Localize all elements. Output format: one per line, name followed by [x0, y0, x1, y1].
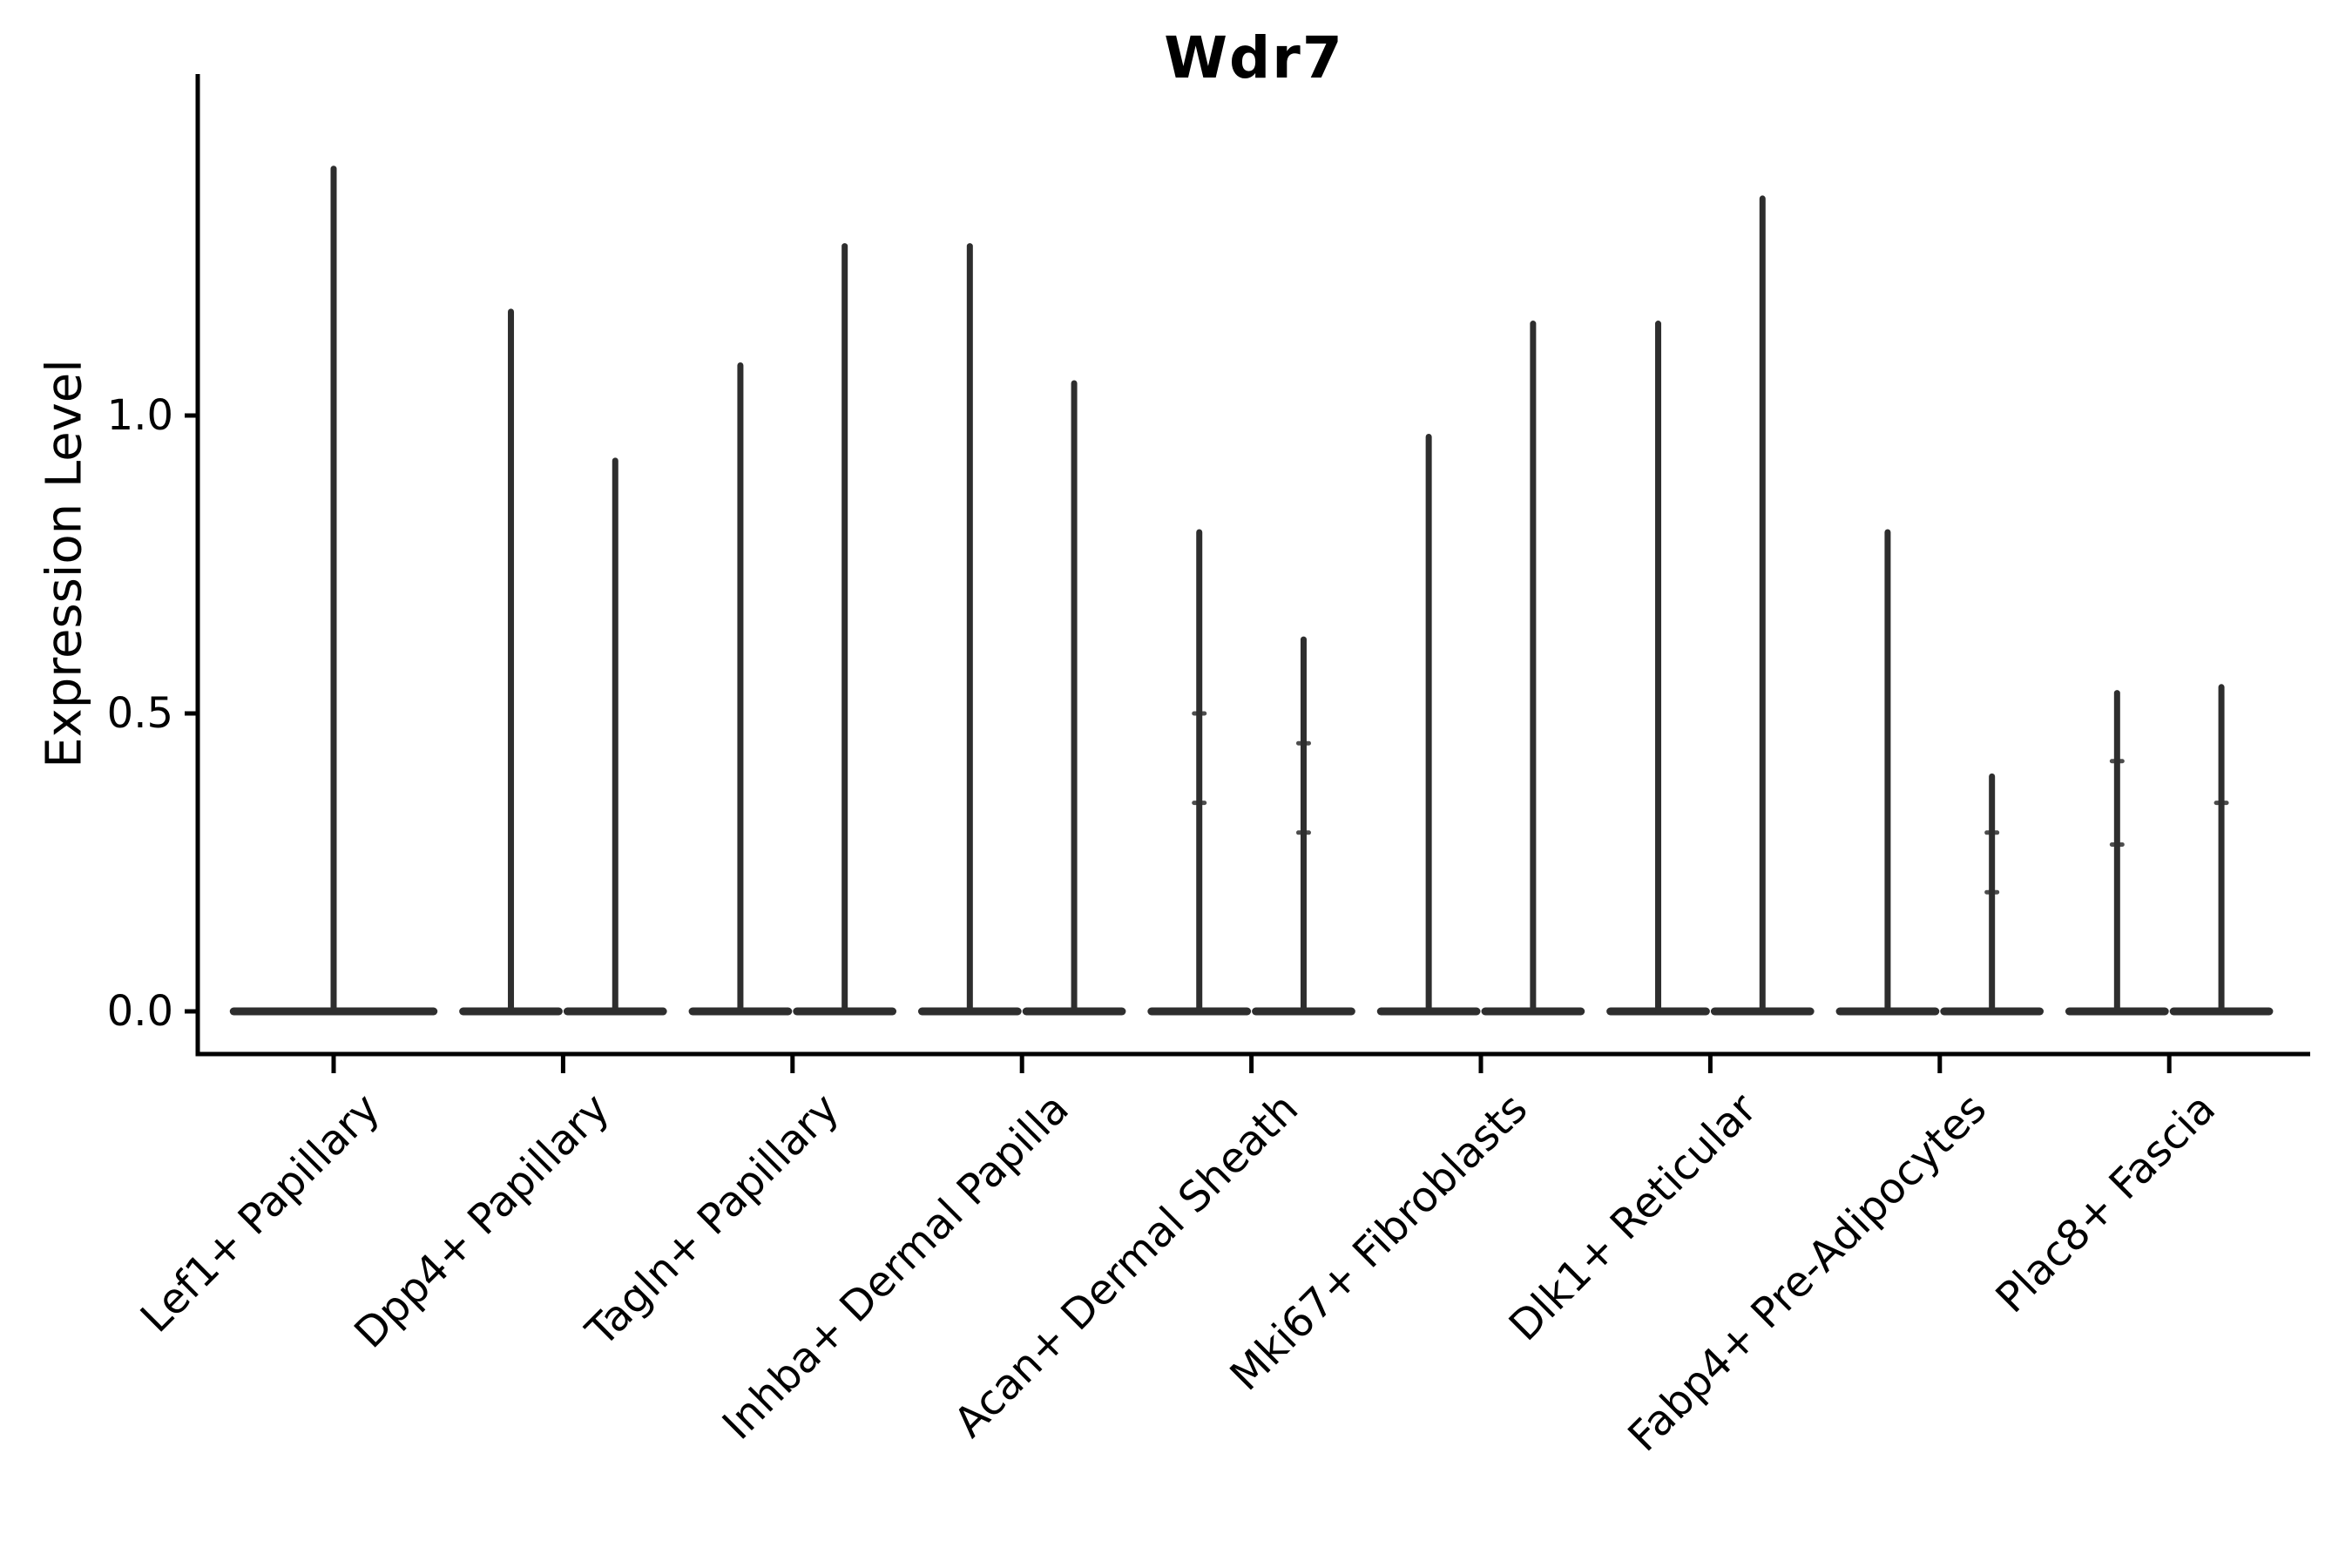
- y-tick-label: 0.5: [106, 689, 173, 738]
- plot-title: Wdr7: [1164, 24, 1344, 91]
- y-tick-label: 0.0: [106, 987, 173, 1036]
- y-tick-label: 1.0: [106, 391, 173, 440]
